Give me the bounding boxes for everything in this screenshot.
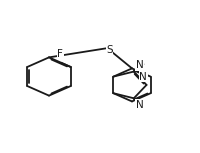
Text: N: N xyxy=(136,99,144,110)
Text: S: S xyxy=(106,45,113,55)
Text: F: F xyxy=(57,49,63,59)
Text: N: N xyxy=(139,72,147,82)
Text: N: N xyxy=(136,60,144,70)
